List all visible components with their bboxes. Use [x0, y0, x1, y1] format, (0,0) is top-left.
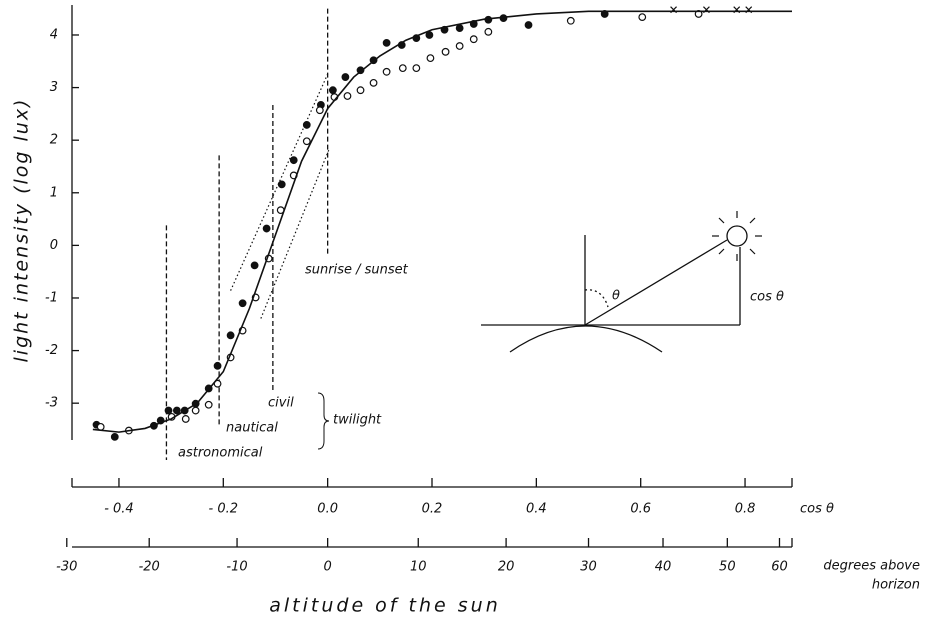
twilight-label: nautical [226, 421, 278, 436]
x-tick-label: - 0.4 [104, 502, 134, 517]
x-tick-label: 0.8 [735, 502, 756, 517]
open-point [398, 64, 407, 73]
open-point [343, 92, 352, 100]
y-tick-label: 2 [50, 133, 58, 148]
open-point [426, 54, 435, 63]
open-point [455, 42, 464, 50]
series [96, 10, 703, 435]
brace [317, 392, 330, 450]
open-point [484, 27, 493, 36]
filled-point [250, 261, 259, 270]
open-point [566, 16, 575, 25]
filled-point [213, 361, 222, 370]
filled-point [277, 180, 286, 189]
filled-point [238, 299, 247, 308]
filled-point [172, 406, 181, 415]
filled-point [110, 432, 119, 441]
twilight-label: civil [268, 396, 294, 411]
y-tick-label: 3 [50, 80, 58, 95]
filled-point [341, 73, 350, 81]
open-point [356, 86, 365, 95]
open-point [638, 13, 647, 21]
twilight-label: twilight [333, 413, 382, 428]
y-tick-label: 1 [50, 185, 58, 200]
x-tick-label: - 0.2 [209, 502, 239, 517]
open-point [369, 78, 378, 87]
y-tick-label: 0 [50, 238, 58, 253]
twilight-label: sunrise / sunset [305, 263, 409, 278]
x2-tick-label: -30 [56, 560, 77, 575]
x2-tick-label: 60 [771, 560, 788, 575]
x-tick-label: 0.0 [317, 502, 338, 517]
open-point [441, 47, 450, 56]
x-tick-label: 0.6 [630, 502, 651, 517]
x2-tick-label: 20 [498, 560, 515, 575]
filled-point [164, 406, 173, 415]
x2-tick-label: 0 [324, 560, 332, 575]
angle-label: θ [612, 289, 620, 304]
x2-axis-name: degrees above [823, 559, 920, 574]
open-point [302, 137, 311, 146]
filled-point [455, 24, 464, 33]
x-tick-label: 0.4 [526, 502, 547, 517]
fit-curve [92, 10, 792, 433]
x2-tick-label: 30 [580, 560, 597, 575]
filled-point [382, 38, 391, 47]
open-point [469, 35, 478, 44]
open-point [191, 406, 200, 415]
filled-point [425, 31, 434, 39]
x-axis-label: altitude of the sun [269, 595, 501, 617]
filled-point [356, 66, 365, 75]
y-tick-label: -1 [45, 290, 58, 305]
open-point [382, 67, 391, 76]
x2-tick-label: 50 [719, 560, 736, 575]
open-point [96, 422, 105, 431]
twilight-label: astronomical [178, 446, 263, 461]
height-label: cos θ [750, 290, 784, 305]
y-tick-label: -3 [45, 396, 58, 411]
filled-point [328, 86, 337, 95]
x2-tick-label: 10 [410, 560, 427, 575]
x2-axis-name: horizon [872, 578, 920, 593]
filled-point [262, 224, 271, 233]
y-tick-label: 4 [50, 27, 58, 42]
x2-tick-label: -10 [226, 560, 247, 575]
filled-point [289, 156, 298, 165]
open-point [315, 106, 324, 115]
x2-tick-label: 40 [655, 560, 672, 575]
open-point [412, 64, 421, 73]
open-point [181, 415, 190, 423]
x2-tick-label: -20 [139, 560, 160, 575]
x-tick-label: 0.2 [422, 502, 443, 517]
y-tick-label: -2 [45, 343, 58, 358]
y-axis-label: light intensity (log lux) [11, 98, 33, 363]
filled-point [524, 21, 533, 29]
filled-point [226, 331, 235, 340]
series [92, 10, 609, 441]
series [92, 10, 792, 433]
open-point [204, 400, 213, 409]
inset-diagram [481, 211, 762, 353]
x-axis-name: cos θ [800, 502, 834, 517]
